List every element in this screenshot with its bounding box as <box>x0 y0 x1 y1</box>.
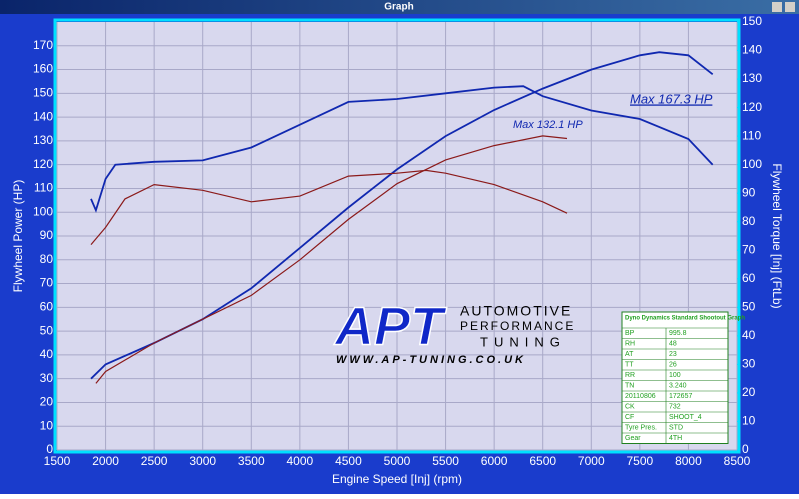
annotation: Max 167.3 HP <box>630 91 713 106</box>
y-tick-label: 150 <box>33 86 53 100</box>
info-cell: TN <box>625 383 634 390</box>
info-cell: STD <box>669 425 683 432</box>
y2-axis-title: Flywheel Torque [Inj] (FtLb) <box>770 163 784 308</box>
annotation: Max 132.1 HP <box>513 119 583 131</box>
info-cell: 172657 <box>669 393 692 400</box>
series-line <box>90 169 568 245</box>
y-tick-label: 10 <box>40 418 54 432</box>
info-cell: RH <box>625 341 635 348</box>
info-cell: 23 <box>669 351 677 358</box>
logo-text: TUNING <box>480 334 566 349</box>
logo-mark: APT <box>333 296 447 356</box>
y2-tick-label: 50 <box>742 300 756 314</box>
info-cell: AT <box>625 351 634 358</box>
series-line <box>90 85 714 213</box>
y2-tick-label: 80 <box>742 214 756 228</box>
y2-tick-label: 120 <box>742 100 762 114</box>
x-tick-label: 4500 <box>335 454 362 468</box>
x-tick-label: 8500 <box>724 454 751 468</box>
logo-text: PERFORMANCE <box>460 319 575 333</box>
y-tick-label: 20 <box>40 395 54 409</box>
y2-tick-label: 40 <box>742 328 756 342</box>
info-cell: RR <box>625 372 635 379</box>
y-tick-label: 170 <box>33 38 53 52</box>
x-tick-label: 8000 <box>675 454 702 468</box>
x-tick-label: 6000 <box>481 454 508 468</box>
info-cell: Gear <box>625 435 641 442</box>
info-cell: 20110806 <box>625 393 656 400</box>
info-cell: CF <box>625 414 634 421</box>
y2-tick-label: 110 <box>742 128 761 142</box>
y2-tick-label: 60 <box>742 271 756 285</box>
y-tick-label: 50 <box>40 323 54 337</box>
info-cell: BP <box>625 330 635 337</box>
info-cell: 4TH <box>669 435 682 442</box>
y-tick-label: 160 <box>33 62 53 76</box>
logo-url: WWW.AP-TUNING.CO.UK <box>336 354 526 366</box>
y2-tick-label: 10 <box>742 414 756 428</box>
x-tick-label: 2000 <box>92 454 119 468</box>
x-axis-title: Engine Speed [Inj] (rpm) <box>332 472 462 486</box>
y2-tick-label: 70 <box>742 242 756 256</box>
y-tick-label: 110 <box>34 181 53 195</box>
x-tick-label: 2500 <box>141 454 168 468</box>
info-cell: 3.240 <box>669 383 687 390</box>
y2-tick-label: 90 <box>742 185 756 199</box>
y2-tick-label: 20 <box>742 385 756 399</box>
x-tick-label: 6500 <box>529 454 556 468</box>
x-tick-label: 4000 <box>287 454 314 468</box>
x-tick-label: 3000 <box>189 454 216 468</box>
y2-tick-label: 30 <box>742 357 756 371</box>
y2-tick-label: 100 <box>742 157 762 171</box>
logo-text: AUTOMOTIVE <box>460 303 572 319</box>
y2-tick-label: 130 <box>742 71 762 85</box>
window-title: Graph <box>384 2 413 13</box>
info-cell: TT <box>625 362 634 369</box>
info-cell: Tyre Pres. <box>625 425 657 432</box>
y-tick-label: 100 <box>33 204 53 218</box>
y2-tick-label: 0 <box>742 442 749 456</box>
logo: APT AUTOMOTIVE PERFORMANCE TUNING WWW.AP… <box>332 296 575 366</box>
info-title: Dyno Dynamics Standard Shootout Graph <box>625 316 745 322</box>
x-tick-label: 7000 <box>578 454 605 468</box>
y-tick-label: 0 <box>46 442 53 456</box>
info-cell: 732 <box>669 404 681 411</box>
y-tick-label: 70 <box>40 276 54 290</box>
plot-border <box>53 18 741 454</box>
y2-tick-label: 140 <box>742 43 762 57</box>
y-tick-label: 80 <box>40 252 54 266</box>
restore-button[interactable] <box>772 2 782 12</box>
y-tick-label: 140 <box>33 109 53 123</box>
y-tick-label: 40 <box>40 347 54 361</box>
y-tick-label: 60 <box>40 300 54 314</box>
y2-tick-label: 150 <box>742 14 762 28</box>
info-cell: 48 <box>669 341 677 348</box>
series-line <box>95 135 568 384</box>
close-button[interactable] <box>785 2 795 12</box>
x-tick-label: 5000 <box>384 454 411 468</box>
info-table <box>621 311 729 444</box>
y-tick-label: 30 <box>40 371 54 385</box>
x-tick-label: 7500 <box>627 454 654 468</box>
x-tick-label: 1500 <box>44 454 71 468</box>
x-tick-label: 3500 <box>238 454 265 468</box>
y-tick-label: 120 <box>33 157 53 171</box>
y-tick-label: 130 <box>33 133 53 147</box>
y-axis-title: Flywheel Power (HP) <box>11 180 25 293</box>
info-cell: 100 <box>669 372 681 379</box>
info-cell: 26 <box>669 362 677 369</box>
info-cell: SHOOT_4 <box>669 414 702 421</box>
info-cell: 995.8 <box>669 330 687 337</box>
y-tick-label: 90 <box>40 228 54 242</box>
x-tick-label: 5500 <box>432 454 459 468</box>
title-bar <box>0 0 799 14</box>
info-cell: CK <box>625 404 635 411</box>
